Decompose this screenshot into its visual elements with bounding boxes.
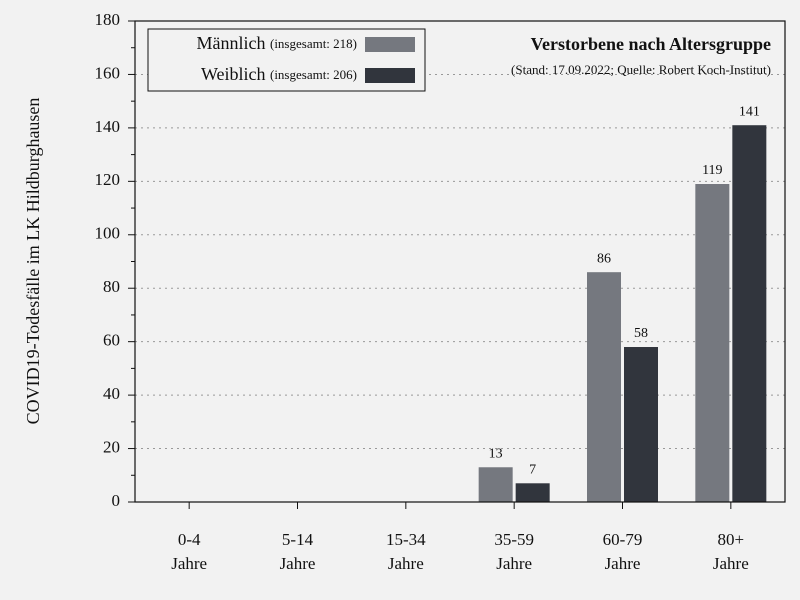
legend-swatch [365,37,415,52]
data-label: 119 [702,163,722,178]
y-tick-label: 180 [95,10,121,29]
chart-title: Verstorbene nach Altersgruppe [531,34,771,54]
bar [695,184,730,502]
bar [515,483,550,502]
x-tick-label: 15-34 Jahre [386,530,426,573]
legend-label: Weiblich (insgesamt: 206) [201,64,357,84]
x-tick-label: 0-4 Jahre [171,530,207,573]
y-tick-label: 80 [103,277,120,296]
data-label: 86 [597,251,611,266]
data-label: 141 [739,104,760,119]
y-tick-label: 0 [112,491,121,510]
legend-name: Männlich [196,33,265,53]
y-tick-label: 160 [95,63,121,82]
y-tick-label: 120 [95,170,121,189]
data-label: 13 [489,446,503,461]
legend-swatch [365,68,415,83]
y-tick-label: 60 [103,331,120,350]
legend-total: (insgesamt: 218) [270,36,357,51]
x-tick-label: 60-79 Jahre [603,530,643,573]
x-tick-label: 5-14 Jahre [280,530,316,573]
bar [478,467,513,502]
bar [587,272,621,502]
y-tick-label: 140 [95,117,121,136]
x-tick-label: 35-59 Jahre [494,530,534,573]
legend-label: Männlich (insgesamt: 218) [196,33,357,53]
data-label: 7 [529,463,536,478]
y-tick-label: 100 [95,224,121,243]
legend-total: (insgesamt: 206) [270,67,357,82]
data-label: 58 [634,326,648,341]
bar [732,125,767,502]
y-axis-label: COVID19-Todesfälle im LK Hildburghausen [23,98,43,425]
y-tick-label: 40 [103,384,120,403]
y-tick-label: 20 [103,437,120,456]
plot-frame [134,20,786,503]
bar [624,347,658,502]
legend-name: Weiblich [201,64,266,84]
chart-subtitle: (Stand: 17.09.2022; Quelle: Robert Koch-… [511,62,771,77]
x-tick-label: 80+ Jahre [713,530,749,573]
